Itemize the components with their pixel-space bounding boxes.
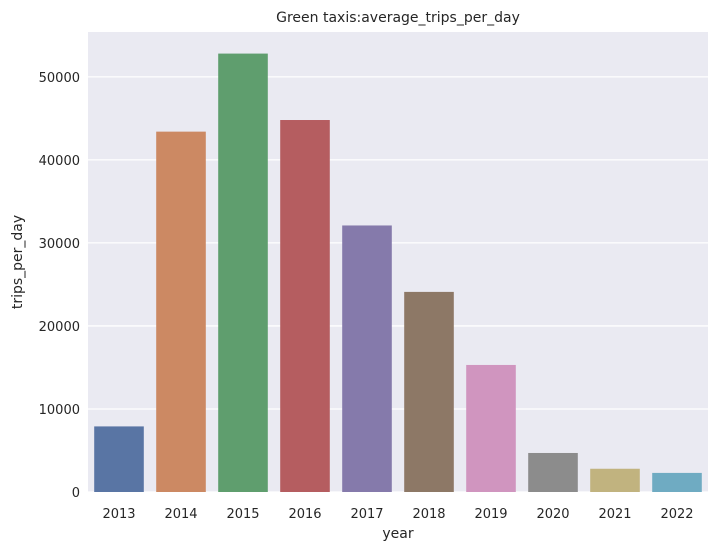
x-tick-label: 2014 <box>164 507 197 522</box>
x-tick-label: 2019 <box>474 507 507 522</box>
y-tick-label: 50000 <box>39 71 80 86</box>
x-tick-label: 2013 <box>102 507 135 522</box>
bar-2017 <box>342 225 392 492</box>
y-tick-label: 0 <box>72 486 80 501</box>
y-tick-label: 30000 <box>39 237 80 252</box>
bar-2022 <box>652 472 702 492</box>
bar-2018 <box>404 291 454 492</box>
y-tick-labels: 0 10000 20000 30000 40000 50000 <box>39 71 80 501</box>
y-tick-label: 10000 <box>39 403 80 418</box>
x-tick-label: 2022 <box>660 507 693 522</box>
chart-title: Green taxis:average_trips_per_day <box>276 10 520 26</box>
x-tick-label: 2017 <box>350 507 383 522</box>
x-tick-label: 2020 <box>536 507 569 522</box>
x-axis-label: year <box>382 526 413 542</box>
y-tick-label: 40000 <box>39 154 80 169</box>
bar-2014 <box>156 131 206 493</box>
bar-2019 <box>466 364 516 492</box>
bar-2016 <box>280 120 330 493</box>
x-tick-labels: 2013 2014 2015 2016 2017 2018 2019 2020 2021 2022 <box>102 507 693 522</box>
x-tick-label: 2016 <box>288 507 321 522</box>
bar-2021 <box>590 468 640 492</box>
bars <box>94 53 702 493</box>
x-tick-label: 2015 <box>226 507 259 522</box>
bar-2013 <box>94 426 144 492</box>
bar-2020 <box>528 452 578 492</box>
x-tick-label: 2021 <box>598 507 631 522</box>
y-tick-label: 20000 <box>39 320 80 335</box>
y-axis-label: trips_per_day <box>10 215 26 309</box>
x-tick-label: 2018 <box>412 507 445 522</box>
bar-2015 <box>218 53 268 493</box>
